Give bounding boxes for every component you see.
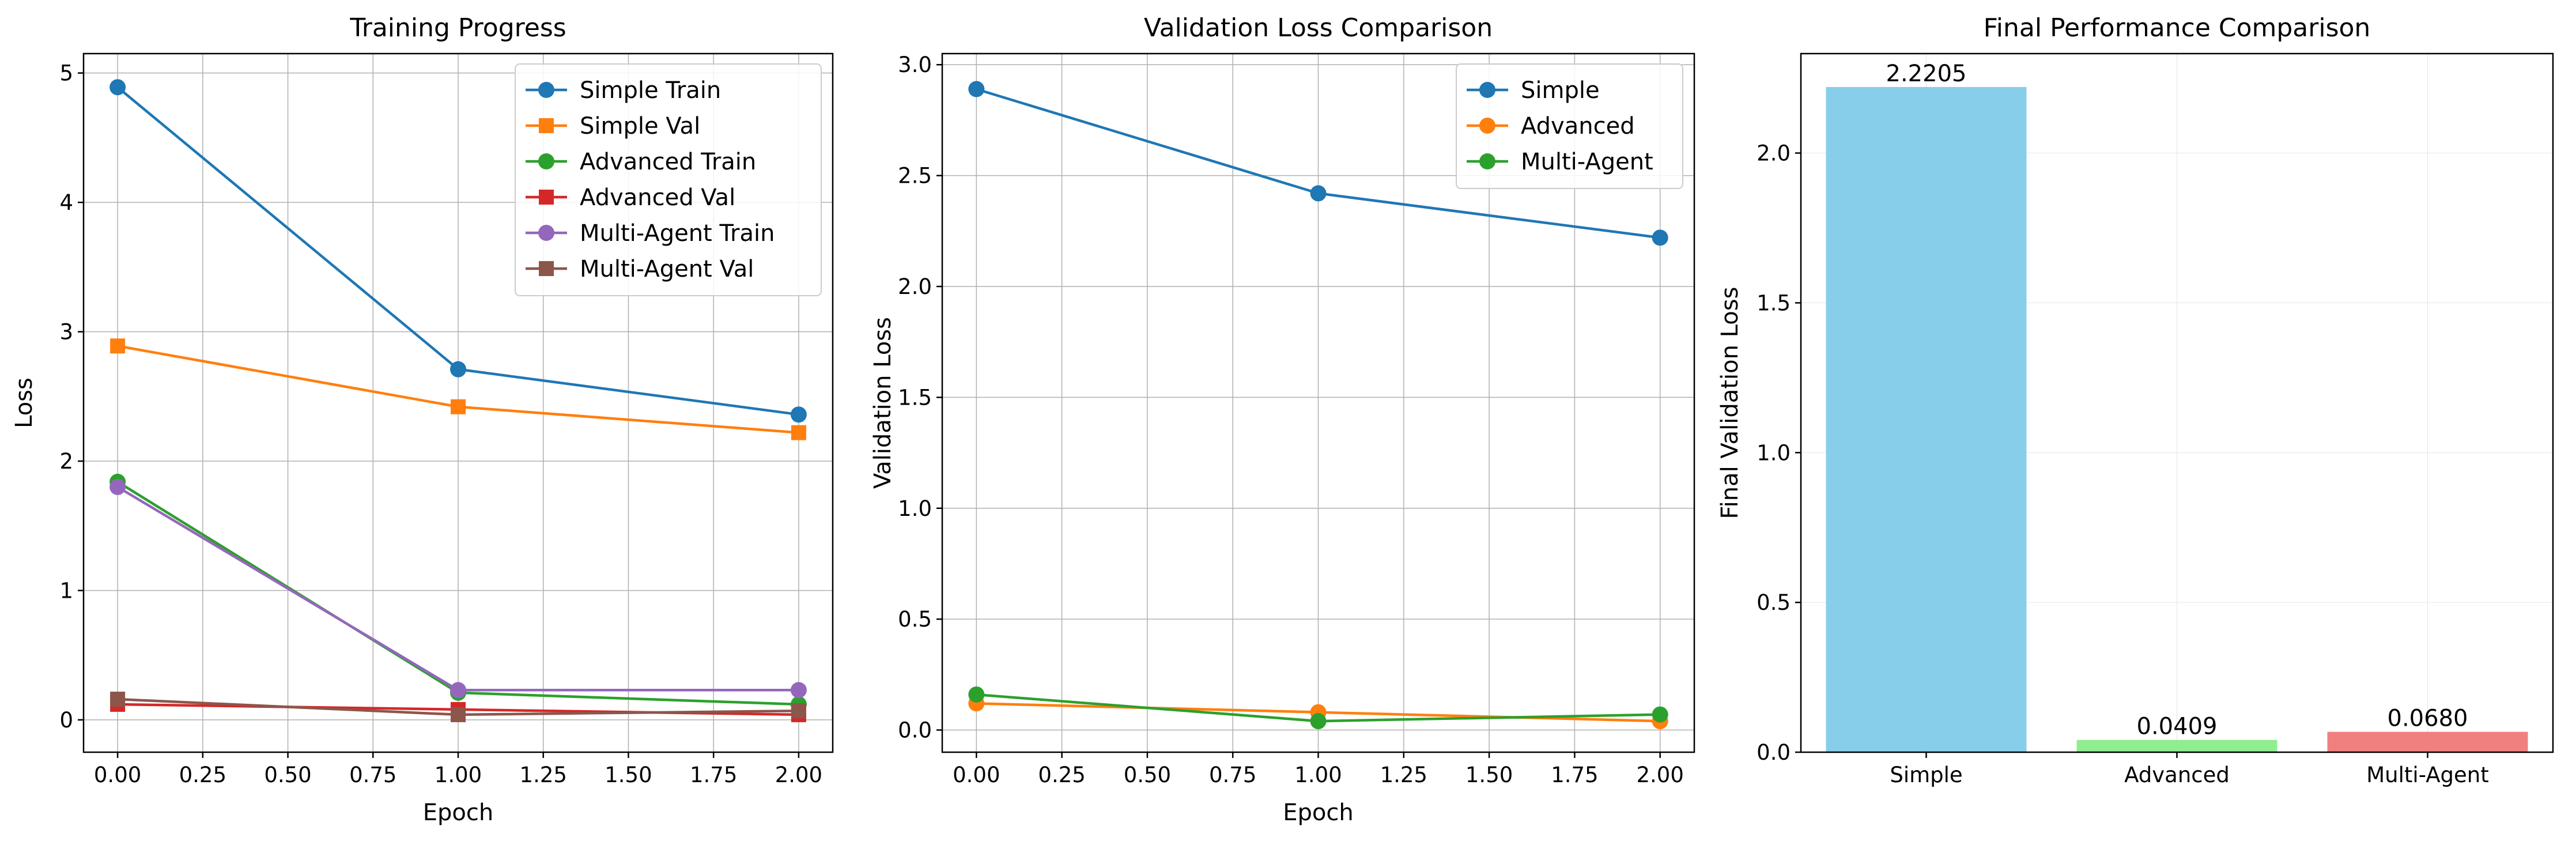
bar-advanced <box>2076 740 2277 752</box>
x-tick-label: Simple <box>1890 763 1962 787</box>
y-tick-label: 0.0 <box>1757 740 1791 765</box>
legend-label: Advanced Val <box>580 184 735 211</box>
legend-label: Multi-Agent <box>1521 149 1653 175</box>
legend-label: Multi-Agent Val <box>580 256 754 282</box>
data-point <box>450 682 466 699</box>
y-tick-label: 1.5 <box>898 385 932 410</box>
x-tick-label: 2.00 <box>775 763 822 787</box>
y-tick-label: 2.5 <box>898 164 932 188</box>
y-tick-label: 1.5 <box>1757 291 1791 315</box>
y-tick-label: 0.5 <box>1757 590 1791 615</box>
data-point <box>110 338 126 354</box>
x-tick-label: 0.25 <box>179 763 226 787</box>
x-tick-label: 1.25 <box>1380 763 1427 787</box>
x-tick-label: 1.75 <box>1551 763 1598 787</box>
legend-label: Multi-Agent Train <box>580 220 775 247</box>
chart-title: Training Progress <box>349 13 566 43</box>
data-point <box>451 399 466 414</box>
x-tick-label: 2.00 <box>1636 763 1683 787</box>
data-point <box>451 707 466 722</box>
data-point <box>791 703 806 719</box>
y-axis-label: Loss <box>11 378 37 428</box>
y-tick-label: 3.0 <box>898 52 932 77</box>
y-tick-label: 2.0 <box>1757 141 1791 166</box>
y-tick-label: 2.0 <box>898 274 932 299</box>
data-point <box>450 361 466 378</box>
x-tick-label: 0.50 <box>1124 763 1171 787</box>
legend: Simple Train Simple Val Advanced Train Adva… <box>515 63 822 296</box>
legend-label: Advanced Train <box>580 149 756 175</box>
x-tick-label: 1.00 <box>1294 763 1342 787</box>
x-axis-label: Epoch <box>423 799 493 826</box>
x-tick-label: 0.75 <box>349 763 396 787</box>
legend-marker <box>539 118 554 133</box>
validation-loss-chart: 0.00 0.25 0.50 0.75 1.00 1.25 1.50 1.75 2.00 0.0 0… <box>870 13 1695 826</box>
legend-marker <box>538 225 554 241</box>
data-point <box>790 406 807 423</box>
legend-label: Advanced <box>1521 113 1635 139</box>
x-axis-label: Epoch <box>1283 799 1353 826</box>
bar-value-label: 0.0680 <box>2388 706 2468 732</box>
x-tick-label: 1.50 <box>1465 763 1513 787</box>
bar-multi-agent <box>2327 731 2528 752</box>
legend-marker <box>538 153 554 169</box>
legend: Simple Advanced Multi-Agent <box>1456 63 1683 189</box>
legend-marker <box>1479 153 1495 169</box>
y-axis-label: Validation Loss <box>870 317 896 489</box>
legend-label: Simple <box>1521 77 1600 104</box>
data-point <box>1652 229 1668 246</box>
chart-title: Validation Loss Comparison <box>1144 13 1493 43</box>
y-tick-label: 1.0 <box>898 496 932 521</box>
legend-label: Simple Train <box>580 77 721 104</box>
y-axis-label: Final Validation Loss <box>1717 287 1743 519</box>
data-point <box>109 478 126 495</box>
bar-value-label: 2.2205 <box>1886 61 1967 87</box>
bar-simple <box>1826 86 2027 752</box>
y-tick-label: 1 <box>59 578 73 603</box>
y-tick-label: 1.0 <box>1757 440 1791 465</box>
data-point <box>110 691 126 707</box>
chart-title: Final Performance Comparison <box>1984 13 2371 43</box>
data-point <box>790 682 807 699</box>
y-tick-label: 0 <box>59 708 73 733</box>
data-point <box>1310 185 1327 202</box>
y-tick-label: 0.5 <box>898 607 932 632</box>
x-tick-label: 1.00 <box>435 763 482 787</box>
legend-label: Simple Val <box>580 113 700 139</box>
x-tick-label: 0.25 <box>1038 763 1085 787</box>
legend-marker <box>538 82 554 98</box>
legend-box <box>1456 63 1683 189</box>
x-tick-label: 0.50 <box>264 763 311 787</box>
training-progress-chart: 0.00 0.25 0.50 0.75 1.00 1.25 1.50 1.75 2.00 0 1 2 3… <box>11 13 834 826</box>
y-tick-label: 0.0 <box>898 718 932 743</box>
legend-marker <box>1479 82 1495 98</box>
y-tick-label: 4 <box>59 190 73 215</box>
x-tick-label: 1.75 <box>690 763 737 787</box>
x-tick-label: 0.75 <box>1209 763 1256 787</box>
data-point <box>791 425 806 440</box>
bar-value-label: 0.0409 <box>2137 714 2218 740</box>
x-tick-label: 0.00 <box>953 763 1000 787</box>
data-point <box>1310 713 1327 730</box>
x-tick-label: 0.00 <box>94 763 141 787</box>
data-point <box>109 79 126 96</box>
legend-box <box>515 63 822 296</box>
legend-marker <box>1479 118 1495 134</box>
data-point <box>1652 706 1668 723</box>
x-tick-label: Advanced <box>2124 763 2230 787</box>
x-tick-label: Multi-Agent <box>2366 763 2489 787</box>
y-tick-label: 2 <box>59 449 73 474</box>
x-tick-label: 1.50 <box>605 763 652 787</box>
data-point <box>968 81 985 97</box>
legend-marker <box>539 190 554 205</box>
x-tick-label: 1.25 <box>520 763 567 787</box>
y-tick-label: 5 <box>59 61 73 86</box>
legend-marker <box>539 261 554 276</box>
y-tick-label: 3 <box>59 320 73 345</box>
data-point <box>968 686 985 703</box>
final-performance-chart: 2.2205 0.0409 0.0680 Simple Advanced Multi-Ag… <box>1717 13 2554 787</box>
